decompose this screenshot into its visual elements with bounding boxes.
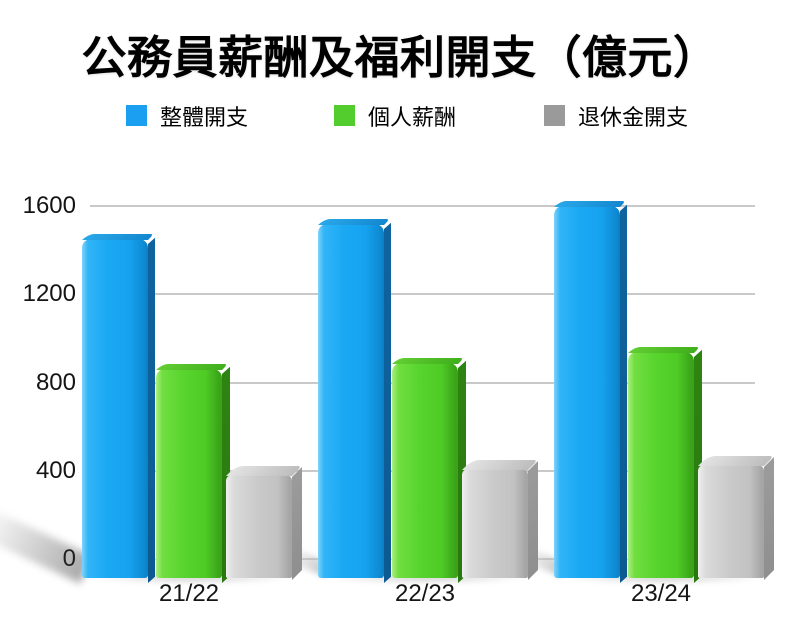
bar-overall-22-23 bbox=[318, 223, 384, 578]
x-category-label: 21/22 bbox=[158, 580, 220, 607]
bar-overall-21-22 bbox=[82, 239, 148, 578]
bar-personal-23-24 bbox=[628, 351, 694, 578]
bar-pension-22-23 bbox=[462, 468, 528, 578]
gridline bbox=[90, 205, 755, 207]
legend-item-pension-spending: 退休金開支 bbox=[544, 104, 688, 130]
x-category-label: 23/24 bbox=[630, 580, 692, 607]
legend-item-personal-emoluments: 個人薪酬 bbox=[334, 104, 456, 130]
legend-swatch-overall-spending bbox=[126, 105, 147, 126]
legend-label: 個人薪酬 bbox=[368, 104, 457, 130]
y-tick-label: 400 bbox=[35, 456, 76, 484]
y-tick-label: 800 bbox=[35, 368, 76, 396]
y-tick-label: 1200 bbox=[22, 280, 76, 308]
chart-title: 公務員薪酬及福利開支（億元） bbox=[81, 32, 719, 83]
y-tick-label: 1600 bbox=[22, 192, 76, 219]
legend-swatch-personal-emoluments bbox=[334, 105, 355, 126]
bar-personal-21-22 bbox=[156, 369, 222, 578]
legend-label: 整體開支 bbox=[160, 104, 249, 130]
legend-swatch-pension-spending bbox=[544, 105, 565, 126]
bar-pension-21-22 bbox=[226, 475, 292, 578]
bar-pension-23-24 bbox=[698, 465, 764, 578]
bar-personal-22-23 bbox=[392, 362, 458, 578]
y-tick-label: 0 bbox=[0, 545, 76, 573]
gridline bbox=[90, 293, 755, 296]
bar-overall-23-24 bbox=[554, 206, 620, 578]
x-category-label: 22/23 bbox=[394, 580, 456, 607]
legend-label: 退休金開支 bbox=[578, 104, 689, 130]
legend-item-overall-spending: 整體開支 bbox=[126, 104, 248, 130]
